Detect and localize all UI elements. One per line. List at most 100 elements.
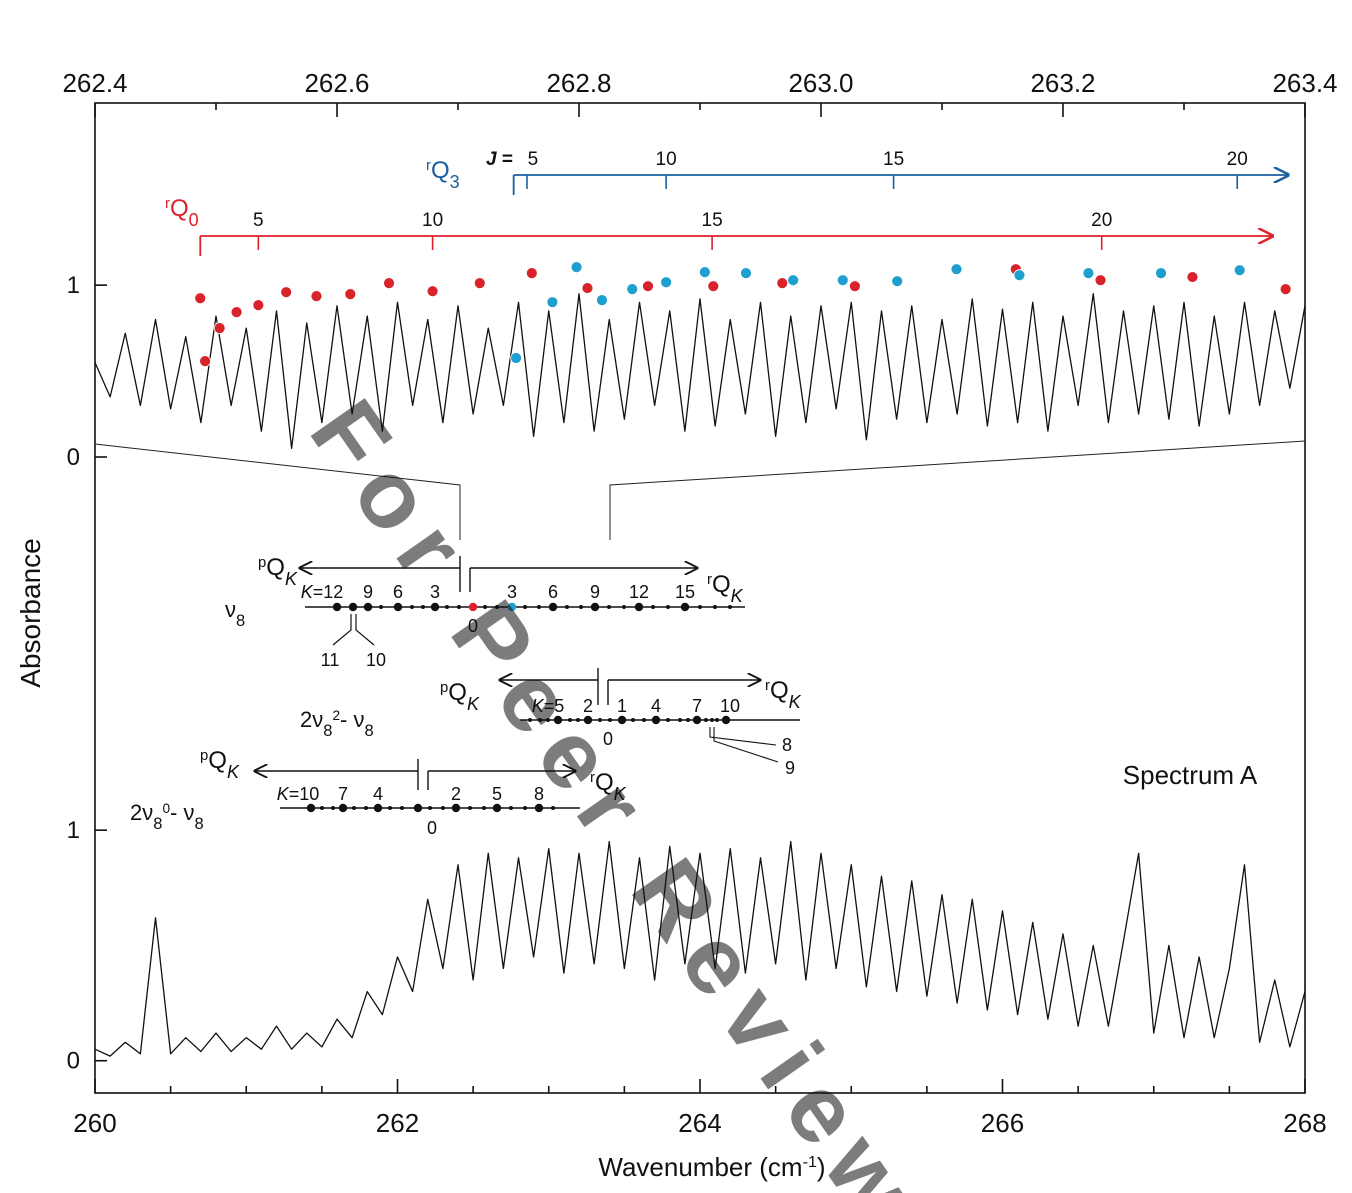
level-dot <box>468 602 478 612</box>
label-part: 2ν <box>300 707 323 732</box>
peak-marker <box>213 322 226 335</box>
leader <box>713 727 779 763</box>
level-dot <box>634 602 644 612</box>
progression-label: rQ0 <box>165 195 199 230</box>
peak-marker <box>473 277 486 289</box>
k-label: 5 <box>492 784 502 804</box>
level-dot-small <box>576 718 580 722</box>
peak-marker <box>199 355 212 368</box>
diagram-name: 2ν80- ν8 <box>130 800 204 833</box>
diagram-name: 2ν82- ν8 <box>300 707 374 740</box>
peak-marker <box>280 286 293 299</box>
x-tick-label: 266 <box>981 1108 1024 1138</box>
level-dot-small <box>579 605 583 609</box>
y-axis-label: Absorbance <box>15 538 46 687</box>
level-dot <box>590 602 600 612</box>
x-tick-label: 262.8 <box>546 68 611 98</box>
branch-label: pQK <box>258 554 298 589</box>
level-dot <box>553 715 563 725</box>
level-dot-small <box>710 718 714 722</box>
label-part: Q <box>712 571 731 598</box>
level-dot <box>348 602 358 612</box>
level-dot-small <box>538 718 542 722</box>
label-part: 8 <box>364 722 373 740</box>
label-part: J <box>486 149 497 170</box>
x-tick-label: 263.2 <box>1030 68 1095 98</box>
diagram-name: ν8 <box>225 597 245 630</box>
label-part: 2ν <box>130 800 153 825</box>
label-part: Q <box>170 195 189 222</box>
peak-marker <box>1082 267 1095 280</box>
level-dot-small <box>428 806 432 810</box>
y-tick-label: 0 <box>67 444 80 471</box>
watermark: For Peer Review <box>290 381 944 1193</box>
k-label: 7 <box>338 784 348 804</box>
level-dot <box>373 803 383 813</box>
branch-label: rQK <box>590 769 627 804</box>
k-label: 1 <box>617 696 627 716</box>
level-dot <box>332 602 342 612</box>
x-tick-label: 262 <box>376 1108 419 1138</box>
k-zero-label: 0 <box>427 818 437 838</box>
peak-marker <box>581 282 594 294</box>
k-label: K=10 <box>277 784 320 804</box>
branch-label: rQK <box>707 571 744 606</box>
label-part: K <box>277 784 290 804</box>
y-tick-label: 1 <box>67 272 80 299</box>
level-dot-small <box>565 605 569 609</box>
level-dot <box>338 803 348 813</box>
label-part: =5 <box>544 696 565 716</box>
k-label: 6 <box>393 582 403 602</box>
x-tick-label: 264 <box>678 1108 721 1138</box>
j-label: 10 <box>422 210 443 231</box>
label-part: p <box>440 680 448 696</box>
x-axis-label: Wavenumber (cm-1) <box>598 1152 825 1182</box>
peak-marker <box>642 280 654 293</box>
peak-marker <box>707 280 720 293</box>
k-extra-label: 10 <box>366 650 386 670</box>
peak-marker <box>546 296 559 309</box>
label-part: - ν <box>340 707 364 732</box>
level-dot <box>507 602 517 612</box>
level-dot-small <box>728 605 732 609</box>
label-part: =10 <box>289 784 320 804</box>
x-tick-label: 268 <box>1283 1108 1326 1138</box>
level-dot-small <box>320 806 324 810</box>
level-dot-small <box>528 718 532 722</box>
label-part: K <box>467 694 480 714</box>
level-dot-small <box>482 806 486 810</box>
label-part: = <box>497 149 513 170</box>
label-part: K <box>285 569 298 589</box>
k-label: 4 <box>373 784 383 804</box>
k-label: 9 <box>363 582 373 602</box>
level-dot <box>583 715 593 725</box>
level-dot-small <box>468 806 472 810</box>
peak-marker <box>426 285 439 298</box>
label-part: -1 <box>803 1153 817 1171</box>
spectrum-label: Spectrum A <box>1123 760 1258 790</box>
peak-marker <box>740 267 752 280</box>
level-dot <box>721 715 731 725</box>
level-dot-small <box>495 605 499 609</box>
level-dot-small <box>715 718 719 722</box>
j-label: 20 <box>1227 149 1248 170</box>
k-extra-label: 9 <box>785 758 795 778</box>
level-dot-small <box>598 718 602 722</box>
label-part: K <box>301 582 314 602</box>
label-part: Q <box>208 747 227 774</box>
branch-label: rQK <box>765 677 802 712</box>
k-label: 10 <box>720 696 740 716</box>
level-dot <box>451 803 461 813</box>
k-zero-label: 0 <box>468 616 478 636</box>
peak-marker <box>1233 264 1246 277</box>
level-dot-small <box>698 605 702 609</box>
level-dot-small <box>666 718 670 722</box>
level-dot <box>363 602 373 612</box>
label-part: 8 <box>153 815 162 833</box>
level-dot-small <box>400 806 404 810</box>
level-dot-small <box>352 806 356 810</box>
peak-marker <box>698 266 711 278</box>
leader <box>709 727 777 746</box>
level-dot-small <box>421 605 425 609</box>
